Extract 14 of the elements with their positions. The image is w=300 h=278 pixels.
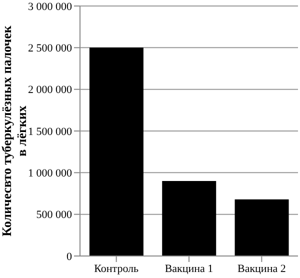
y-tick-label: 2 000 000 xyxy=(28,84,72,96)
y-axis-title: Количесвто туберкулёзных палочек в лёгких xyxy=(0,25,29,236)
y-tick-label: 3 000 000 xyxy=(28,0,72,13)
y-tick-label: 1 000 000 xyxy=(28,168,72,180)
y-tick-label: 500 000 xyxy=(36,209,72,222)
bar xyxy=(234,199,289,256)
x-tick-label: Вакцина 1 xyxy=(164,262,214,275)
y-tick-label: 0 xyxy=(66,250,72,263)
x-tick-label: Контроль xyxy=(94,262,139,275)
y-tick-label: 2 500 000 xyxy=(28,42,72,55)
y-tick-label: 1 500 000 xyxy=(28,126,72,138)
bar xyxy=(162,181,216,256)
bar xyxy=(89,48,144,256)
x-tick-label: Вакцина 2 xyxy=(237,262,286,275)
